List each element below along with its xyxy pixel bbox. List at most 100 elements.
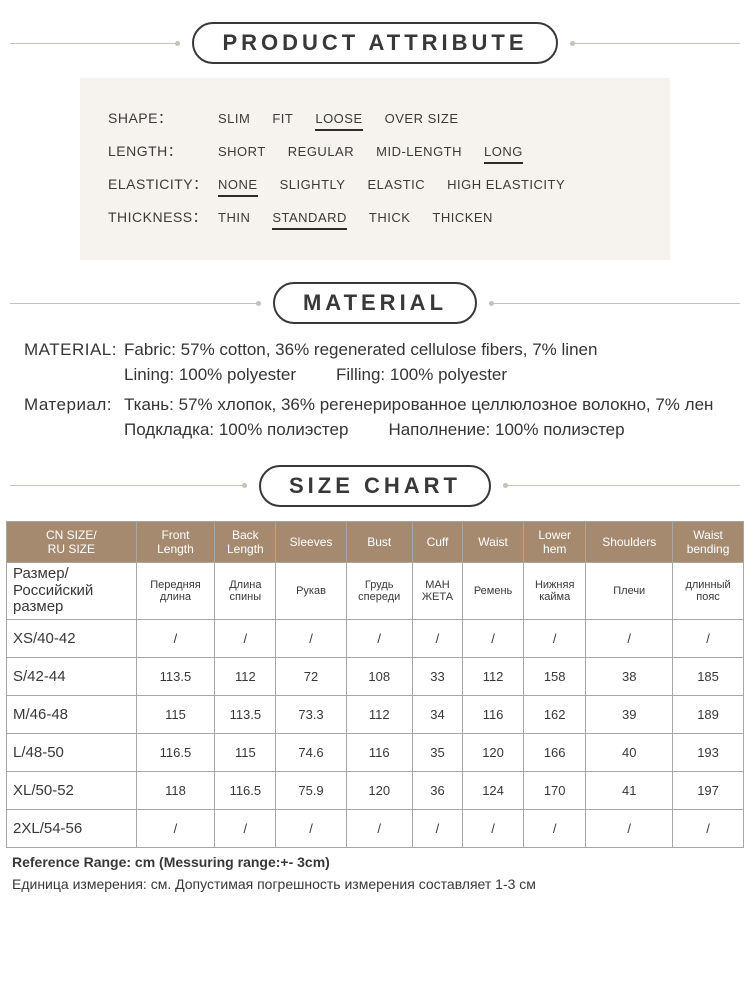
- attr-row-length: LENGTH：SHORT REGULAR MID-LENGTH LONG: [108, 141, 642, 164]
- table-cell: /: [673, 809, 744, 847]
- table-cell: 33: [412, 657, 462, 695]
- attr-label: SHAPE：: [108, 108, 218, 128]
- table-cell: Bust: [346, 521, 412, 563]
- material-filling-ru: Наполнение: 100% полиэстер: [388, 418, 624, 443]
- table-cell: Длинаспины: [215, 563, 276, 620]
- table-cell: 34: [412, 695, 462, 733]
- material-label-ru: Материал:: [24, 393, 124, 442]
- attr-option: ELASTIC: [367, 177, 425, 197]
- table-cell: 189: [673, 695, 744, 733]
- attr-row-thickness: THICKNESS：THINSTANDARDTHICKTHICKEN: [108, 207, 642, 230]
- table-cell: 116.5: [215, 771, 276, 809]
- table-row: 2XL/54-56/////////: [7, 809, 744, 847]
- material-label-en: MATERIAL:: [24, 338, 124, 387]
- attr-option: REGULAR: [288, 144, 354, 164]
- table-cell: 118: [136, 771, 215, 809]
- table-cell: /: [463, 809, 524, 847]
- table-cell: 116.5: [136, 733, 215, 771]
- table-cell: /: [215, 619, 276, 657]
- table-cell: /: [463, 619, 524, 657]
- table-cell: 158: [524, 657, 586, 695]
- table-cell: 72: [276, 657, 346, 695]
- attribute-title: PRODUCT ATTRIBUTE: [192, 22, 557, 64]
- table-cell: 170: [524, 771, 586, 809]
- attr-option: OVER SIZE: [385, 111, 459, 131]
- divider-left: [10, 485, 247, 486]
- table-cell: /: [586, 809, 673, 847]
- table-cell: L/48-50: [7, 733, 137, 771]
- table-cell: /: [215, 809, 276, 847]
- footnote-en: Reference Range: cm (Messuring range:+- …: [12, 854, 738, 870]
- table-cell: 113.5: [136, 657, 215, 695]
- table-cell: /: [586, 619, 673, 657]
- table-cell: CN SIZE/RU SIZE: [7, 521, 137, 563]
- table-cell: /: [346, 619, 412, 657]
- table-cell: 162: [524, 695, 586, 733]
- table-cell: 197: [673, 771, 744, 809]
- attr-label: LENGTH：: [108, 141, 218, 161]
- table-cell: 112: [346, 695, 412, 733]
- table-row: L/48-50116.511574.61163512016640193: [7, 733, 744, 771]
- table-row: XS/40-42/////////: [7, 619, 744, 657]
- table-cell: Waistbending: [673, 521, 744, 563]
- attr-option: MID-LENGTH: [376, 144, 462, 164]
- table-cell: Размер/Российскийразмер: [7, 563, 137, 620]
- table-cell: 2XL/54-56: [7, 809, 137, 847]
- attr-option: FIT: [272, 111, 293, 131]
- table-cell: длинныйпояс: [673, 563, 744, 620]
- table-cell: 73.3: [276, 695, 346, 733]
- attr-label: ELASTICITY：: [108, 174, 218, 194]
- table-cell: /: [276, 809, 346, 847]
- section-header-attribute: PRODUCT ATTRIBUTE: [0, 22, 750, 64]
- table-cell: Lowerhem: [524, 521, 586, 563]
- table-cell: 116: [346, 733, 412, 771]
- table-header-en: CN SIZE/RU SIZEFrontLengthBackLengthSlee…: [7, 521, 744, 563]
- section-header-material: MATERIAL: [0, 282, 750, 324]
- attr-option: SLIGHTLY: [280, 177, 346, 197]
- attr-option: SLIM: [218, 111, 250, 131]
- attr-option: LONG: [484, 144, 523, 164]
- divider-left: [10, 43, 180, 44]
- table-cell: 36: [412, 771, 462, 809]
- table-cell: 193: [673, 733, 744, 771]
- table-cell: 41: [586, 771, 673, 809]
- table-cell: BackLength: [215, 521, 276, 563]
- section-header-size: SIZE CHART: [0, 465, 750, 507]
- attribute-card: SHAPE：SLIM FIT LOOSE OVER SIZE LENGTH：SHORT R…: [80, 78, 670, 260]
- attr-option: STANDARD: [272, 210, 347, 230]
- table-cell: 35: [412, 733, 462, 771]
- table-cell: FrontLength: [136, 521, 215, 563]
- table-cell: Передняядлина: [136, 563, 215, 620]
- table-cell: 38: [586, 657, 673, 695]
- table-cell: МАНЖЕТА: [412, 563, 462, 620]
- table-cell: 39: [586, 695, 673, 733]
- table-header-ru: Размер/РоссийскийразмерПередняядлинаДлин…: [7, 563, 744, 620]
- footnote-ru: Единица измерения: см. Допустимая погреш…: [12, 876, 738, 892]
- table-cell: /: [524, 619, 586, 657]
- table-cell: 185: [673, 657, 744, 695]
- size-title: SIZE CHART: [259, 465, 491, 507]
- table-cell: 74.6: [276, 733, 346, 771]
- table-cell: 166: [524, 733, 586, 771]
- attr-option: THICKEN: [432, 210, 493, 230]
- table-cell: Плечи: [586, 563, 673, 620]
- attr-label: THICKNESS：: [108, 207, 218, 227]
- attr-option: NONE: [218, 177, 258, 197]
- table-cell: Рукав: [276, 563, 346, 620]
- divider-left: [10, 303, 261, 304]
- material-lining-ru: Подкладка: 100% полиэстер: [124, 418, 348, 443]
- attr-option: LOOSE: [315, 111, 362, 131]
- divider-right: [503, 485, 740, 486]
- attr-row-elasticity: ELASTICITY：NONE SLIGHTLY ELASTIC HIGH ELAST…: [108, 174, 642, 197]
- table-cell: /: [346, 809, 412, 847]
- attr-option: SHORT: [218, 144, 266, 164]
- table-cell: M/46-48: [7, 695, 137, 733]
- table-row: M/46-48115113.573.31123411616239189: [7, 695, 744, 733]
- table-cell: Нижняякайма: [524, 563, 586, 620]
- table-cell: Waist: [463, 521, 524, 563]
- table-row: XL/50-52118116.575.91203612417041197: [7, 771, 744, 809]
- table-cell: S/42-44: [7, 657, 137, 695]
- attr-option: THICK: [369, 210, 411, 230]
- table-cell: /: [412, 619, 462, 657]
- attr-option: HIGH ELASTICITY: [447, 177, 565, 197]
